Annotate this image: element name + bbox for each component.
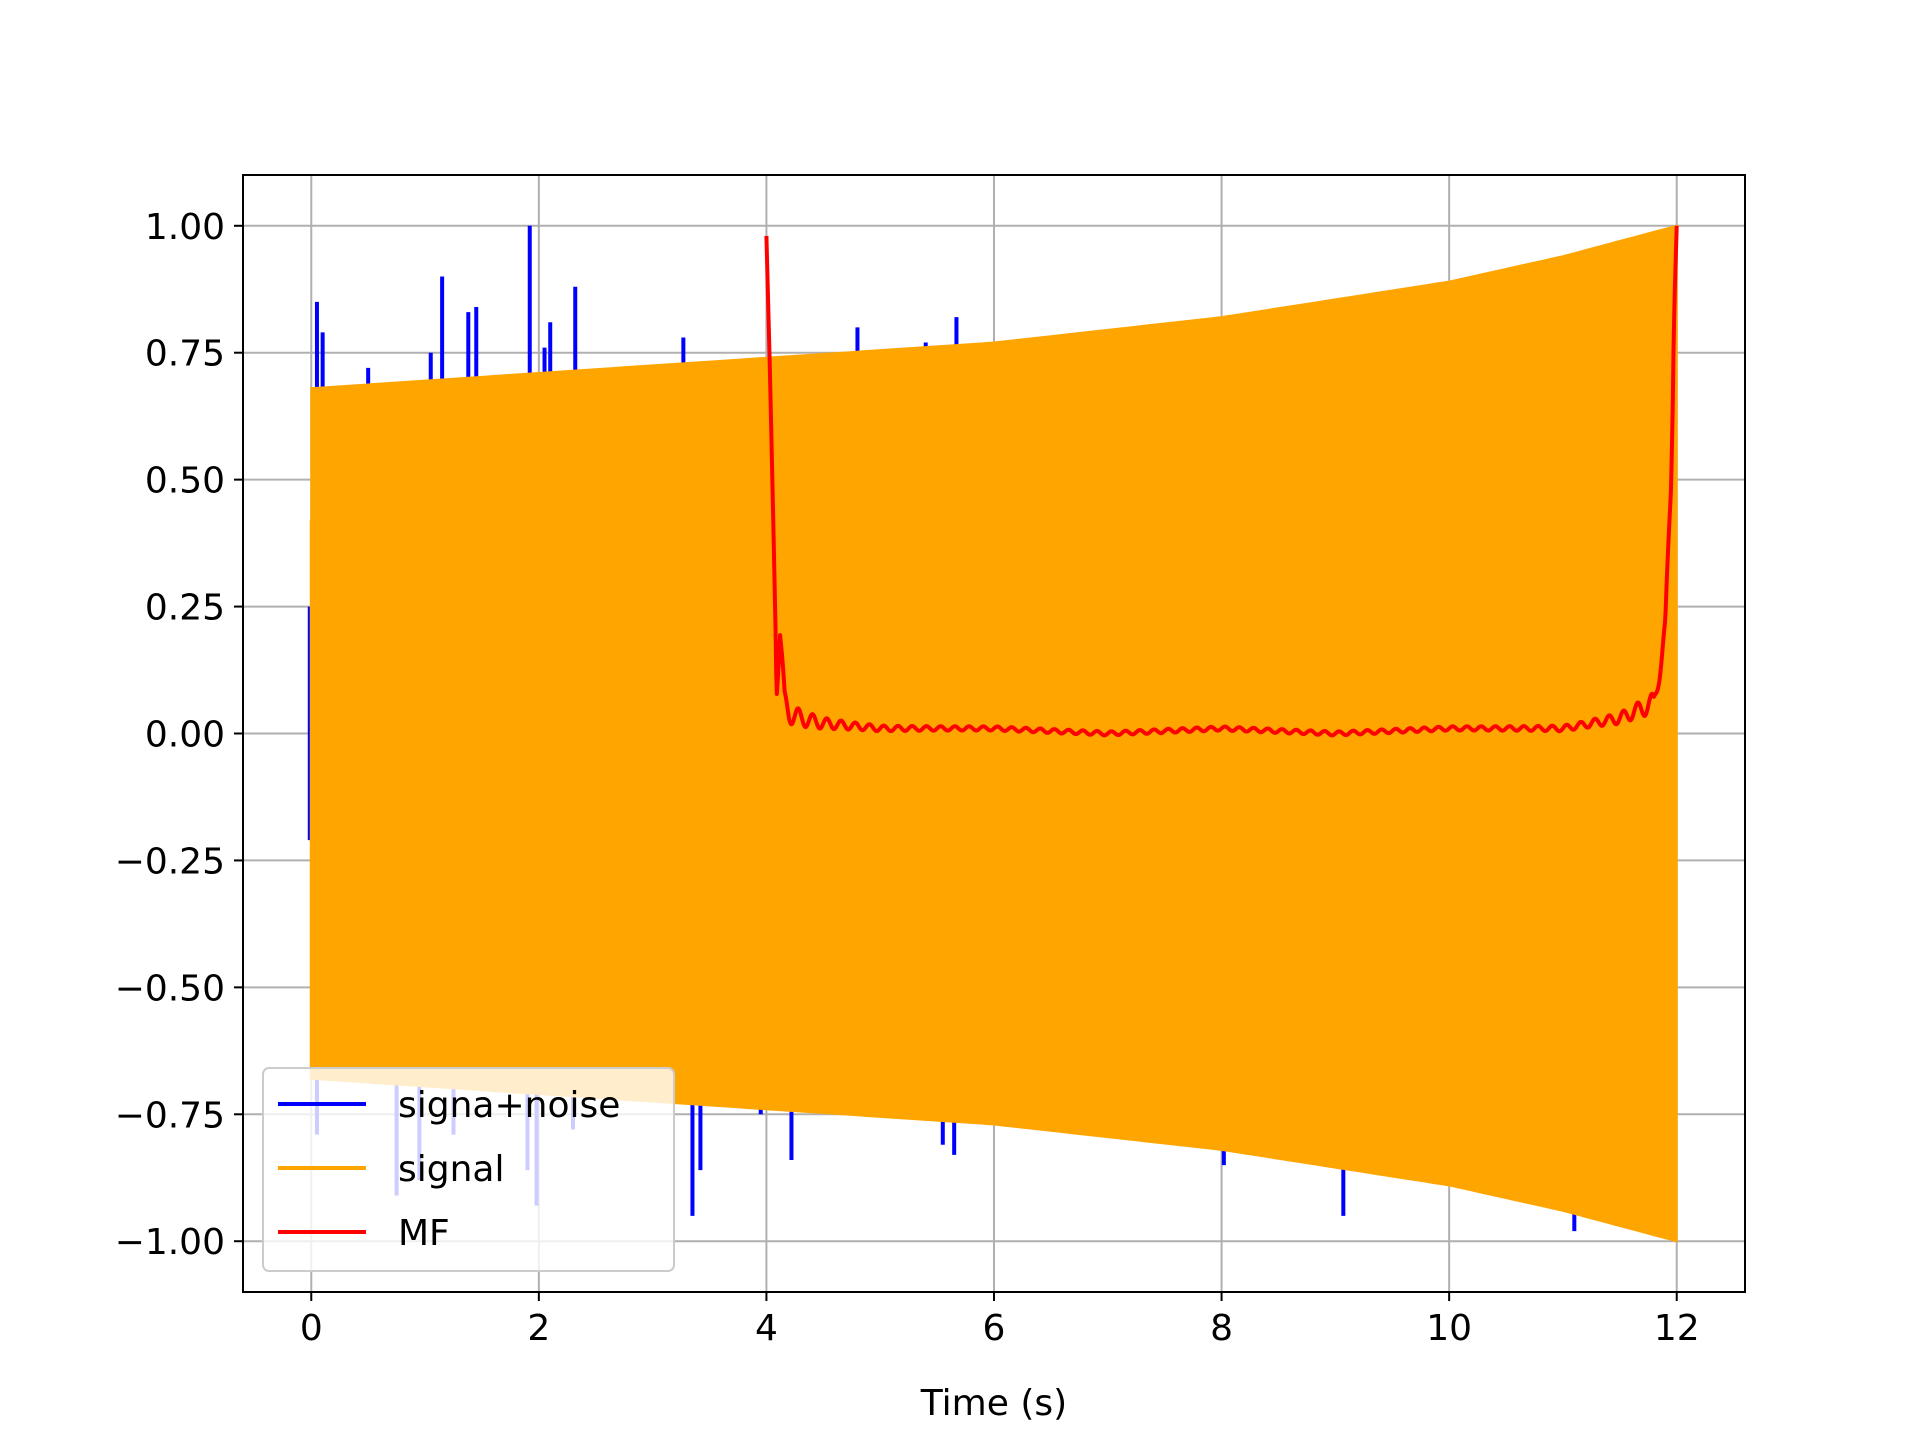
x-tick-label: 6 [983, 1308, 1006, 1349]
y-tick-label: −0.25 [115, 841, 225, 882]
legend-label: signal [398, 1149, 505, 1190]
y-tick-label: 0.50 [145, 461, 225, 502]
axis-ticks: 0 2 4 6 8 10 12 1.00 0.75 0.50 0.25 0.00 −0.25 −0.50 −… [115, 207, 1700, 1349]
legend: signa+noise signal MF [262, 1067, 675, 1272]
x-tick-label: 4 [755, 1308, 778, 1349]
legend-label: signa+noise [398, 1085, 620, 1126]
y-tick-label: 0.25 [145, 588, 225, 629]
x-tick-label: 10 [1426, 1308, 1472, 1349]
mf-series [764, 225, 1679, 738]
legend-box [262, 1067, 675, 1272]
x-tick-label: 12 [1654, 1308, 1700, 1349]
legend-label: MF [398, 1213, 450, 1254]
x-axis-label: Time (s) [920, 1383, 1067, 1424]
y-tick-label: 1.00 [145, 207, 225, 248]
y-tick-label: −0.50 [115, 968, 225, 1009]
y-tick-label: −0.75 [115, 1095, 225, 1136]
y-tick-label: 0.75 [145, 334, 225, 375]
x-tick-label: 8 [1210, 1308, 1233, 1349]
y-tick-label: −1.00 [115, 1222, 225, 1263]
x-tick-label: 2 [527, 1308, 550, 1349]
y-tick-label: 0.00 [145, 715, 225, 756]
x-tick-label: 0 [300, 1308, 323, 1349]
